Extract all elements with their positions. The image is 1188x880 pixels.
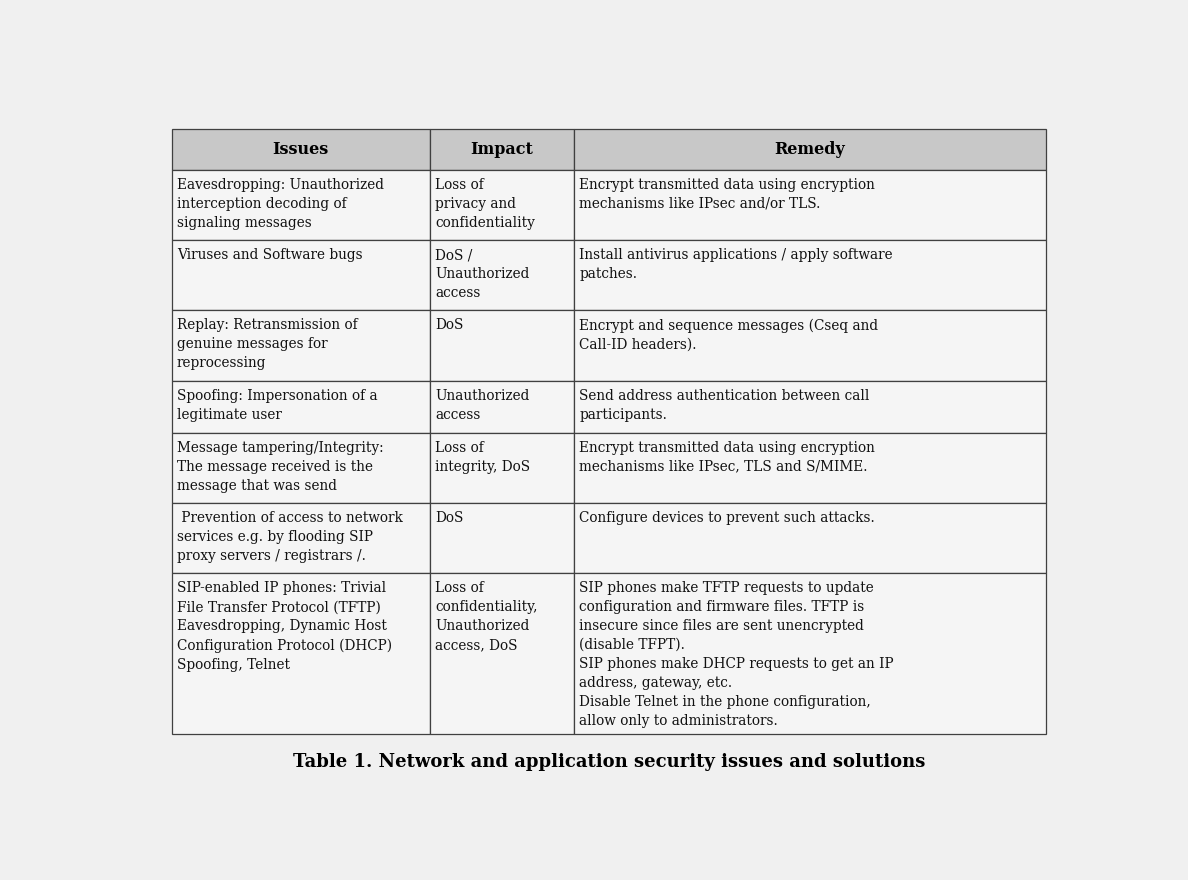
Text: Configure devices to prevent such attacks.: Configure devices to prevent such attack…: [580, 511, 876, 525]
Bar: [574, 240, 1047, 311]
Text: Install antivirus applications / apply software
patches.: Install antivirus applications / apply s…: [580, 248, 893, 281]
Text: Issues: Issues: [272, 141, 329, 158]
Bar: [574, 170, 1047, 240]
Text: Send address authentication between call
participants.: Send address authentication between call…: [580, 389, 870, 422]
Bar: [171, 129, 430, 170]
Bar: [430, 380, 574, 433]
Text: Spoofing: Impersonation of a
legitimate user: Spoofing: Impersonation of a legitimate …: [177, 389, 378, 422]
Bar: [430, 240, 574, 311]
Bar: [574, 311, 1047, 380]
Text: Unauthorized
access: Unauthorized access: [435, 389, 530, 422]
Bar: [430, 573, 574, 734]
Text: Prevention of access to network
services e.g. by flooding SIP
proxy servers / re: Prevention of access to network services…: [177, 511, 403, 563]
Bar: [430, 129, 574, 170]
Bar: [574, 380, 1047, 433]
Bar: [171, 240, 430, 311]
Text: Table 1. Network and application security issues and solutions: Table 1. Network and application securit…: [292, 753, 925, 771]
Bar: [171, 503, 430, 573]
Text: Loss of
integrity, DoS: Loss of integrity, DoS: [435, 441, 530, 473]
Text: Loss of
privacy and
confidentiality: Loss of privacy and confidentiality: [435, 178, 535, 230]
Text: Loss of
confidentiality,
Unauthorized
access, DoS: Loss of confidentiality, Unauthorized ac…: [435, 582, 537, 652]
Bar: [574, 503, 1047, 573]
Text: Viruses and Software bugs: Viruses and Software bugs: [177, 248, 362, 262]
Text: Replay: Retransmission of
genuine messages for
reprocessing: Replay: Retransmission of genuine messag…: [177, 319, 358, 370]
Bar: [171, 433, 430, 503]
Bar: [171, 380, 430, 433]
Bar: [430, 170, 574, 240]
Text: Impact: Impact: [470, 141, 533, 158]
Text: Encrypt transmitted data using encryption
mechanisms like IPsec, TLS and S/MIME.: Encrypt transmitted data using encryptio…: [580, 441, 876, 473]
Text: SIP phones make TFTP requests to update
configuration and firmware files. TFTP i: SIP phones make TFTP requests to update …: [580, 582, 895, 728]
Bar: [430, 433, 574, 503]
Text: SIP-enabled IP phones: Trivial
File Transfer Protocol (TFTP)
Eavesdropping, Dyna: SIP-enabled IP phones: Trivial File Tran…: [177, 582, 392, 671]
Bar: [574, 573, 1047, 734]
Bar: [430, 311, 574, 380]
Bar: [430, 503, 574, 573]
Text: Remedy: Remedy: [775, 141, 846, 158]
Bar: [574, 129, 1047, 170]
Text: Eavesdropping: Unauthorized
interception decoding of
signaling messages: Eavesdropping: Unauthorized interception…: [177, 178, 384, 230]
Bar: [171, 311, 430, 380]
Bar: [574, 433, 1047, 503]
Text: DoS: DoS: [435, 511, 463, 525]
Bar: [171, 170, 430, 240]
Text: DoS: DoS: [435, 319, 463, 333]
Text: Encrypt transmitted data using encryption
mechanisms like IPsec and/or TLS.: Encrypt transmitted data using encryptio…: [580, 178, 876, 211]
Bar: [171, 573, 430, 734]
Text: DoS /
Unauthorized
access: DoS / Unauthorized access: [435, 248, 530, 300]
Text: Encrypt and sequence messages (Cseq and
Call-ID headers).: Encrypt and sequence messages (Cseq and …: [580, 319, 878, 352]
Text: Message tampering/Integrity:
The message received is the
message that was send: Message tampering/Integrity: The message…: [177, 441, 384, 493]
